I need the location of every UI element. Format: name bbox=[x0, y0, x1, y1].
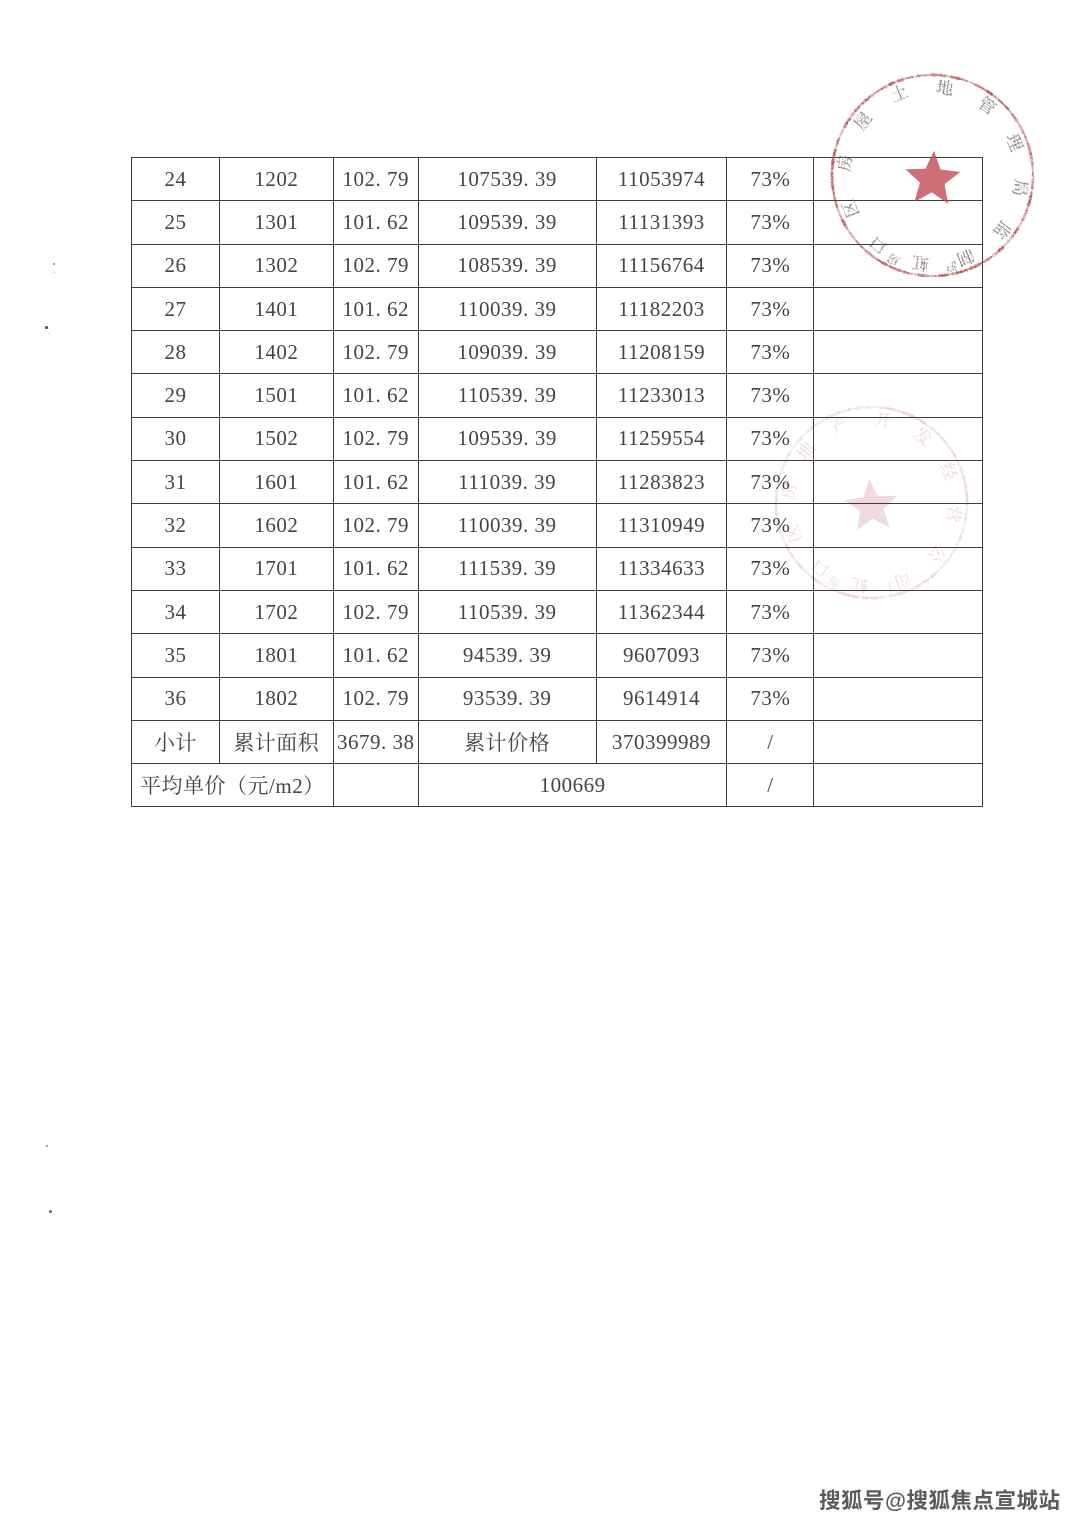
svg-text:理: 理 bbox=[1001, 129, 1031, 154]
svg-text:房: 房 bbox=[830, 153, 857, 173]
svg-text:口: 口 bbox=[863, 231, 892, 261]
svg-text:管: 管 bbox=[974, 90, 1003, 120]
svg-text:屋: 屋 bbox=[847, 106, 877, 135]
svg-text:地: 地 bbox=[935, 73, 955, 100]
svg-text:虹: 虹 bbox=[910, 251, 930, 278]
svg-text:局: 局 bbox=[1008, 178, 1035, 198]
svg-text:区: 区 bbox=[834, 197, 864, 222]
svg-text:监: 监 bbox=[988, 217, 1018, 246]
svg-text:房: 房 bbox=[884, 250, 902, 270]
svg-text:土: 土 bbox=[886, 77, 911, 107]
svg-text:沪: 沪 bbox=[944, 257, 959, 276]
